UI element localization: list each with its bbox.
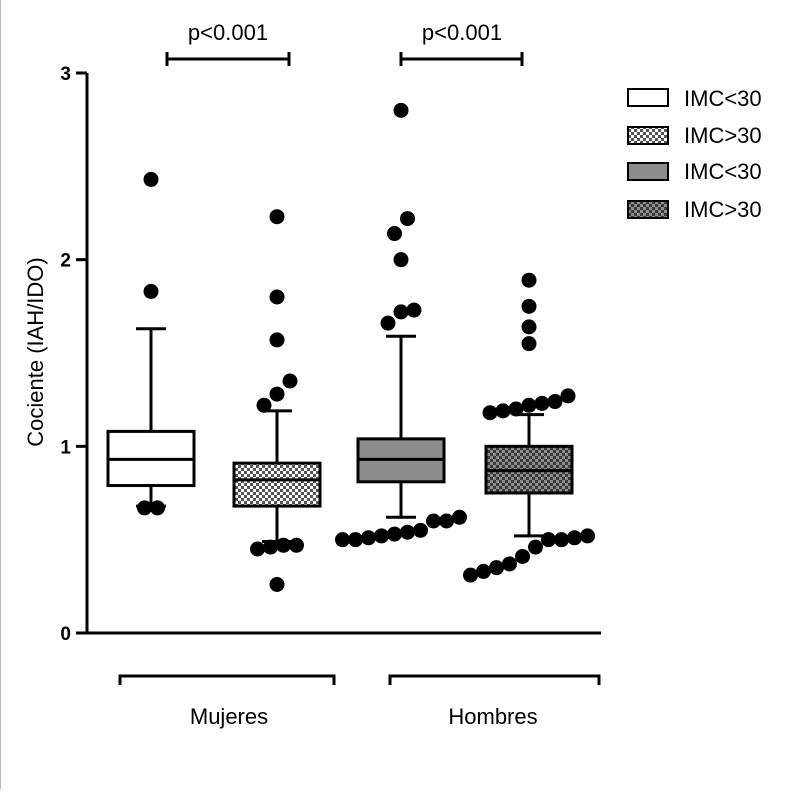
outlier-point [348, 532, 363, 548]
outlier-point [521, 298, 537, 314]
legend-label-1: IMC<30 [684, 86, 762, 111]
outlier-point [256, 397, 272, 413]
outlier-point [502, 556, 517, 572]
outlier-point [547, 394, 563, 410]
iqr-box [232, 461, 322, 508]
outlier-point [463, 567, 478, 583]
outlier-point [426, 513, 441, 529]
outlier-point [452, 509, 467, 525]
outlier-point [400, 524, 415, 540]
outlier-point [482, 405, 498, 421]
outlier-point [269, 386, 285, 402]
y-axis-label: Cociente (IAH/IDO) [23, 257, 48, 447]
outlier-point [263, 539, 278, 555]
legend-swatch-imc-lt30-gray [627, 162, 669, 181]
outlier-point [560, 388, 576, 404]
group-label-hombres: Hombres [448, 704, 537, 729]
legend-label-4: IMC>30 [684, 197, 762, 222]
outlier-point [534, 395, 550, 411]
outlier-point [567, 530, 582, 546]
outlier-point [489, 560, 504, 576]
outlier-point [528, 539, 543, 555]
outlier-point [143, 171, 159, 187]
outlier-point [143, 283, 159, 299]
outlier-point [387, 526, 402, 542]
significance-bracket-mujeres [165, 52, 291, 66]
outlier-point [374, 528, 389, 544]
group-bracket-mujeres [118, 674, 336, 685]
group-label-mujeres: Mujeres [190, 704, 268, 729]
outlier-point [387, 226, 402, 242]
legend-swatch-imc-gt30-dark-checker [627, 200, 669, 219]
outlier-point [521, 272, 537, 288]
legend-swatch-imc-lt30-white [627, 88, 669, 107]
outlier-point [515, 548, 530, 564]
outlier-point [269, 332, 285, 348]
outlier-point [250, 541, 265, 557]
outlier-point [495, 403, 511, 419]
outlier-point [380, 315, 396, 331]
outlier-point [150, 500, 165, 516]
significance-bracket-hombres [399, 52, 524, 66]
legend-label-2: IMC>30 [684, 123, 762, 148]
y-tick-label: 1 [60, 437, 71, 458]
outlier-point [521, 319, 537, 335]
outlier-point [335, 532, 350, 548]
outlier-point [580, 528, 595, 544]
boxes-layer [106, 102, 595, 592]
y-tick-label: 3 [60, 64, 71, 85]
outlier-point [269, 576, 285, 592]
outlier-point [400, 211, 415, 227]
outlier-point [393, 252, 409, 268]
outlier-point [289, 537, 304, 553]
y-tick-label: 2 [60, 251, 71, 272]
outlier-point [269, 209, 285, 225]
box-3 [335, 102, 467, 548]
outlier-point [541, 532, 556, 548]
outlier-point [476, 563, 491, 579]
legend-label-3: IMC<30 [684, 159, 762, 184]
box-1 [106, 171, 196, 516]
box-4 [463, 272, 595, 583]
outlier-point [413, 522, 428, 538]
outlier-point [137, 500, 152, 516]
outlier-point [361, 530, 376, 546]
legend: IMC<30 IMC>30 IMC<30 IMC>30 [627, 86, 762, 222]
outlier-point [276, 537, 291, 553]
outlier-point [406, 302, 422, 318]
outlier-point [393, 304, 409, 320]
outlier-point [554, 532, 569, 548]
p-value-label-hombres: p<0.001 [422, 20, 502, 45]
box-2 [232, 209, 322, 592]
outlier-point [269, 289, 285, 305]
legend-swatch-imc-gt30-checker [627, 126, 669, 145]
outlier-point [508, 401, 524, 417]
outlier-point [282, 373, 298, 389]
group-bracket-hombres [388, 674, 601, 685]
y-axis-ticks: 0 1 2 3 [60, 64, 87, 645]
p-value-label-mujeres: p<0.001 [188, 20, 268, 45]
outlier-point [439, 513, 454, 529]
outlier-point [393, 102, 409, 118]
outlier-point [521, 336, 537, 352]
outlier-point [521, 397, 537, 413]
y-tick-label: 0 [60, 624, 71, 645]
